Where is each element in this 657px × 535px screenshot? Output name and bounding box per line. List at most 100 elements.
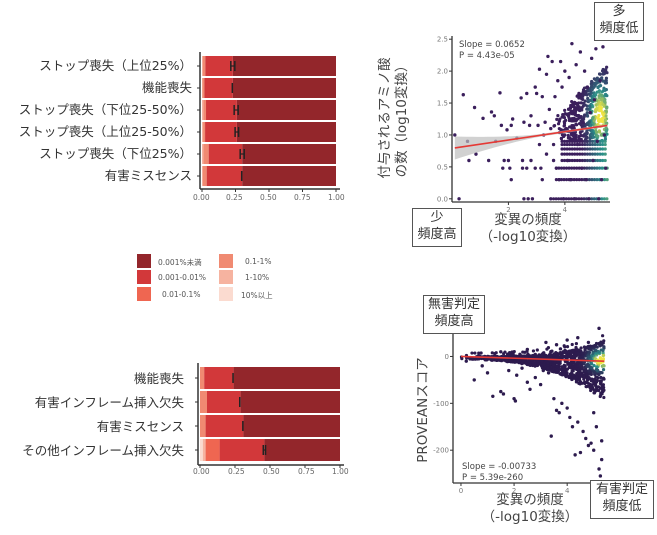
bar-segment — [232, 78, 336, 98]
data-point — [498, 91, 502, 95]
p-value-label: P = 4.43e-05 — [459, 51, 515, 61]
data-point — [557, 177, 561, 182]
data-point — [579, 197, 584, 201]
data-point — [571, 104, 576, 108]
data-point — [578, 147, 582, 151]
data-point — [534, 91, 539, 96]
data-point — [575, 152, 579, 156]
y-tick-label: 0 — [445, 353, 449, 361]
data-point — [595, 134, 599, 138]
data-point — [592, 411, 596, 415]
data-point — [589, 56, 594, 61]
data-point — [457, 197, 461, 201]
data-point — [567, 197, 571, 201]
data-point — [485, 371, 490, 375]
data-point — [492, 114, 497, 118]
data-point — [572, 166, 576, 170]
data-point — [570, 158, 574, 163]
data-point — [505, 358, 509, 363]
data-point — [589, 123, 593, 127]
x-axis-title: 変異の頻度 （-log10変換） — [478, 212, 578, 246]
x-tick-label: 0.75 — [294, 193, 311, 202]
data-point — [558, 59, 563, 64]
data-point — [586, 121, 590, 125]
data-point — [573, 147, 577, 151]
data-point — [561, 113, 566, 117]
data-point — [546, 54, 550, 59]
bar-segment — [202, 56, 203, 76]
data-point — [601, 142, 605, 147]
p-value-label: P = 5.39e-260 — [462, 473, 524, 483]
data-point — [518, 352, 522, 356]
data-point — [557, 119, 561, 123]
data-point — [566, 107, 571, 111]
data-point — [583, 347, 587, 351]
data-point — [562, 178, 566, 182]
data-point — [574, 109, 578, 113]
x-axis-title-line1: 変異の頻度 — [494, 212, 562, 228]
data-point — [556, 122, 561, 126]
data-point — [570, 147, 574, 151]
data-point — [574, 63, 578, 67]
data-point — [597, 350, 601, 354]
data-point — [549, 434, 553, 438]
data-point — [600, 385, 605, 389]
data-point — [488, 357, 493, 361]
data-point — [595, 147, 600, 151]
data-point — [590, 366, 594, 370]
data-point — [472, 378, 476, 382]
data-point — [573, 197, 577, 201]
data-point — [588, 139, 592, 143]
data-point — [582, 197, 586, 201]
data-point — [577, 352, 581, 357]
data-point — [581, 351, 585, 355]
data-point — [473, 351, 477, 355]
data-point — [580, 158, 584, 163]
data-point — [538, 382, 543, 387]
data-point — [464, 359, 468, 363]
data-point — [516, 354, 520, 359]
data-point — [603, 100, 607, 104]
data-point — [533, 166, 537, 170]
data-point — [546, 371, 551, 375]
data-point — [535, 348, 539, 352]
bar-segment — [207, 391, 241, 413]
data-point — [571, 134, 576, 138]
data-point — [595, 365, 599, 369]
x-tick-label: 0 — [459, 487, 463, 495]
data-point — [552, 124, 556, 128]
data-point — [545, 361, 550, 365]
x-axis-title-line2: （-log10変換） — [479, 229, 577, 245]
data-point — [562, 139, 567, 143]
data-point — [570, 41, 574, 46]
annotation-line: 有害判定 — [595, 482, 648, 497]
data-point — [600, 166, 604, 170]
bar-segment — [200, 367, 205, 389]
data-point — [574, 342, 578, 346]
data-point — [519, 96, 523, 100]
data-point — [527, 123, 532, 128]
data-point — [581, 120, 585, 124]
data-point — [591, 135, 596, 139]
data-point — [603, 178, 607, 182]
bar-segment — [242, 166, 336, 186]
data-point — [505, 128, 509, 132]
data-point — [597, 467, 601, 471]
bar-chart-2: 機能喪失 有害インフレーム挿入欠失 有害ミスセンス その他インフレーム挿入欠失 … — [0, 355, 360, 495]
x-axis-title-line2: （-log10変換） — [481, 509, 579, 525]
data-point — [580, 152, 584, 156]
data-point — [584, 373, 589, 377]
data-point — [600, 197, 604, 201]
data-point — [546, 355, 551, 359]
data-point — [567, 365, 572, 370]
error-bar — [234, 127, 240, 137]
bar-segment — [206, 100, 237, 120]
data-point — [556, 360, 560, 364]
data-point — [520, 158, 525, 163]
data-point — [602, 339, 606, 343]
data-point — [575, 178, 579, 182]
data-point — [557, 411, 561, 415]
data-point — [605, 178, 609, 182]
data-point — [592, 381, 596, 385]
data-point — [526, 197, 530, 201]
